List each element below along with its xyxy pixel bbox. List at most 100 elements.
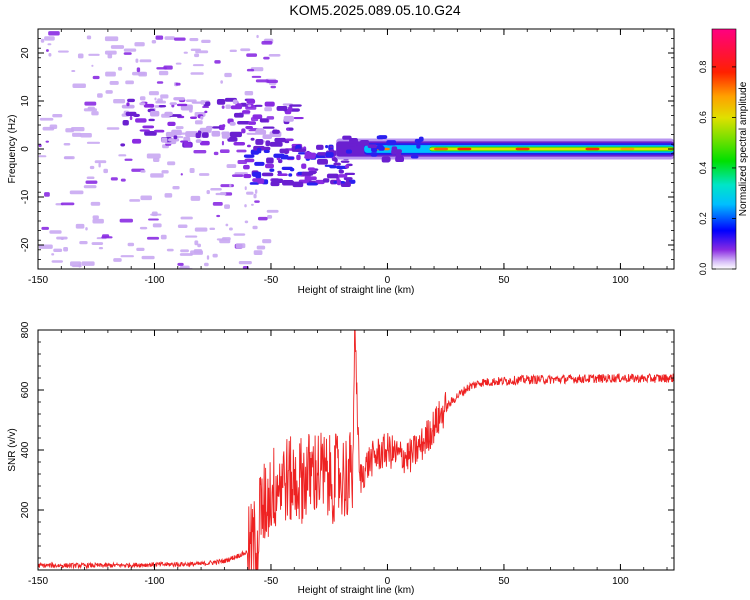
spectrogram-cell [134,42,145,47]
colorbar-tick-label: 0.8 [698,61,708,74]
spectrogram-cell [204,262,209,267]
spectrogram-cell [70,261,82,267]
spectrogram-cell [155,35,164,40]
spectrogram-cell [85,180,98,184]
spectrogram-cell [194,53,200,58]
spectrogram-cell [283,180,295,184]
spectrogram-cell [141,255,155,260]
spectrogram-cell [227,136,238,142]
spectrogram-cell [177,262,184,266]
spectrogram-cell [151,211,158,217]
spectrogram-cell [166,248,174,252]
spectrogram-cell [180,173,183,176]
spectrogram-cell [336,179,341,186]
spectrogram-cell [148,118,155,122]
snr-y-tick-label: 400 [20,441,31,458]
spectrogram-cell [288,106,293,111]
spectrogram-cell [192,64,204,67]
spectrogram-cell [253,193,257,199]
spectrogram-cell [201,39,211,43]
snr-series-line [38,330,674,570]
spectrogram-cell [136,247,145,252]
spectrogram-cell [246,132,258,135]
spectrogram-cell [200,100,205,105]
spectrogram-cell [164,36,175,40]
spectrogram-cell [336,165,348,170]
figure-title: KOM5.2025.089.05.10.G24 [289,2,461,18]
spectrogram-cell [48,53,52,57]
spectrogram-cell [219,149,230,154]
spectrogram-cell [154,97,157,101]
spectrogram-cell [120,143,126,147]
spectrogram-cell [325,152,334,158]
spectrogram-cell [173,97,185,101]
spectrogram-cell [249,182,260,185]
spectrogram-cell [174,37,186,41]
snr-y-axis-label: SNR (v/v) [7,428,18,471]
spectrogram-cell [250,137,255,141]
spectrogram-cell [44,192,50,197]
spectrogram-cell [183,136,191,142]
spectrogram-cell [329,145,333,149]
spectrogram-cell [202,106,210,109]
spectrogram-cell [63,246,69,252]
spectrogram-cell [255,79,269,83]
spectrogram-cell [171,129,182,136]
colorbar: 0.0 0.2 0.4 0.6 0.8 Normalized spectral ampl… [698,28,749,275]
spectrogram-cell [52,114,63,118]
spectrogram-cell [262,239,272,244]
spectrogram-cell [256,147,262,154]
snr-panel: -150 -100 -50 0 50 100 200 400 600 800 Height of … [7,321,675,596]
spectrogram-cell [232,99,238,105]
spectrogram-cell [263,149,270,153]
spectrogram-cell [191,101,203,104]
spectrogram-y-tick-label: 20 [20,47,31,59]
spectrogram-cell [244,186,247,191]
spectrogram-cell [91,242,104,245]
spectrogram-y-tick-label: -10 [20,189,31,204]
spectrogram-cell [173,135,178,140]
spectrogram-cell [267,214,273,219]
spectrogram-cell [122,120,129,126]
snr-x-tick-label: -50 [264,576,279,587]
spectrogram-cell [253,250,263,255]
spectrogram-cell [118,154,127,157]
spectrogram-cell [91,64,94,67]
spectrogram-cell [418,136,424,142]
spectrogram-cell [349,138,358,144]
spectrogram-cell [295,148,307,152]
spectrogram-cell [139,59,152,63]
spectrogram-cell [241,110,251,114]
spectrogram-cell [391,149,396,155]
spectrogram-cell [179,253,193,256]
spectrogram-cell [233,112,244,118]
spectrogram-x-tick-label: -50 [264,275,279,286]
spectrogram-cell [47,43,52,46]
spectrogram-cell [221,140,224,146]
spectrogram-cell [317,152,327,156]
spectrogram-cell [92,215,99,220]
spectrogram-cell [190,72,204,75]
spectrogram-cell [140,169,146,173]
spectrogram-cell [167,121,176,127]
colorbar-tick-label: 0.2 [698,212,708,225]
spectrogram-cell [197,243,201,248]
spectrogram-cell [164,111,173,116]
spectrogram-cell [129,199,141,202]
spectrogram-cell [254,189,258,194]
spectrogram-cell [212,253,218,258]
spectrogram-cell [158,70,169,76]
spectrogram-cell [292,181,304,188]
spectrogram-cell [92,218,104,224]
spectrogram-cell [274,137,286,143]
spectrogram-cell [236,149,247,153]
spectrogram-cell [183,142,192,148]
spectrogram-cell [195,139,202,143]
spectrogram-cell [209,227,216,231]
snr-x-tick-label: 0 [385,576,391,587]
spectrogram-cell [189,168,195,174]
spectrogram-cell [205,101,211,107]
spectrogram-cell [86,176,95,180]
